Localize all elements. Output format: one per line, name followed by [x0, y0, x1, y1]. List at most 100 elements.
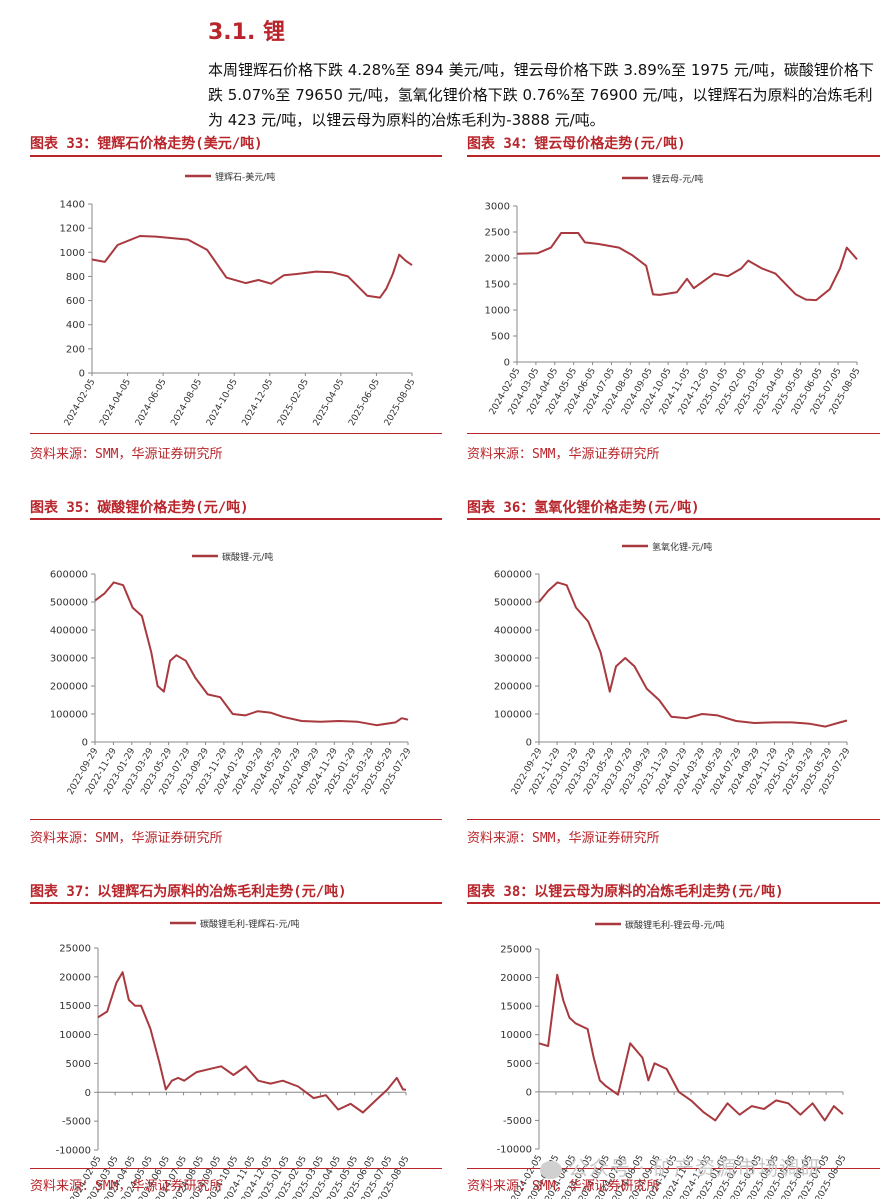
lithium-hydroxide-chart: 氢氧化锂-元/吨 0 100000 200000 300000 400000 500000 6…: [467, 524, 880, 814]
figure-title: 图表 36：氢氧化锂价格走势(元/吨): [467, 500, 700, 516]
y-tick-label: 20000: [500, 973, 532, 984]
source-rule: [467, 433, 880, 434]
x-tick-label: 2024-08-05: [169, 378, 204, 428]
y-tick-label: 100000: [50, 710, 88, 721]
legend-label: 碳酸锂毛利-锂云母-元/吨: [625, 919, 725, 931]
legend-label: 氢氧化锂-元/吨: [652, 541, 712, 553]
x-tick-label: 2024-12-05: [241, 378, 276, 428]
y-tick-label: 300000: [494, 654, 532, 665]
chart-svg: 碳酸锂-元/吨 0 100000 200000 300000 400000 500000 60…: [50, 551, 414, 797]
y-tick-label: 1000: [60, 248, 85, 259]
source-rule: [30, 1168, 442, 1169]
title-rule: [30, 518, 442, 520]
figure-title: 图表 35：碳酸锂价格走势(元/吨): [30, 500, 249, 516]
lepidolite-margin-chart: 碳酸锂毛利-锂云母-元/吨 -10000 -5000 0 5000 10000 15000 2…: [467, 907, 880, 1199]
x-tick-label: 2025-02-05: [276, 378, 311, 428]
chart-svg: 锂辉石-美元/吨 0 200 400 600 800 1000 1200 1400 2024-02…: [60, 171, 418, 428]
y-tick-label: 2000: [485, 254, 510, 265]
y-tick-label: 400: [66, 320, 85, 331]
figure-title: 图表 38：以锂云母为原料的冶炼毛利走势(元/吨): [467, 884, 784, 900]
y-tick-label: 5000: [66, 1059, 91, 1070]
y-tick-label: 0: [82, 738, 88, 749]
y-tick-label: 0: [526, 738, 532, 749]
title-rule: [467, 518, 880, 520]
y-tick-label: -5000: [503, 1116, 532, 1127]
legend-label: 锂辉石-美元/吨: [215, 171, 275, 183]
y-tick-label: 2500: [485, 228, 510, 239]
section-name: 锂: [263, 20, 286, 45]
y-tick-label: 15000: [59, 1001, 91, 1012]
y-tick-label: 0: [85, 1088, 91, 1099]
y-tick-label: -10000: [497, 1145, 532, 1156]
y-tick-label: 300000: [50, 654, 88, 665]
figure-title: 图表 37：以锂辉石为原料的冶炼毛利走势(元/吨): [30, 884, 347, 900]
x-tick-label: 2024-10-05: [205, 378, 240, 428]
y-tick-label: 25000: [500, 945, 532, 956]
source-rule: [30, 819, 442, 820]
chart-svg: 锂云母-元/吨0500100015002000250030002024-02-0…: [485, 173, 863, 417]
y-tick-label: 3000: [485, 202, 510, 213]
series-line: [538, 581, 848, 728]
watermark: 公众号 · 矿产资源市场调研: [540, 1152, 821, 1181]
y-tick-label: 500000: [494, 598, 532, 609]
title-rule: [30, 155, 442, 157]
y-tick-label: 0: [504, 358, 510, 369]
intro-paragraph: 本周锂辉石价格下跌 4.28%至 894 美元/吨，锂云母价格下跌 3.89%至…: [208, 61, 874, 129]
source-note: 资料来源：SMM，华源证券研究所: [467, 831, 660, 846]
x-tick-label: 2025-06-05: [347, 378, 382, 428]
y-tick-label: 200000: [494, 682, 532, 693]
y-tick-label: 500000: [50, 598, 88, 609]
y-tick-label: -5000: [62, 1117, 91, 1128]
y-tick-label: 0: [526, 1087, 532, 1098]
y-tick-label: 10000: [59, 1030, 91, 1041]
title-rule: [30, 902, 442, 904]
y-tick-label: -10000: [56, 1146, 91, 1157]
y-tick-label: 200000: [50, 682, 88, 693]
y-tick-label: 500: [491, 332, 510, 343]
lithium-spodumene-chart: 锂辉石-美元/吨 0 200 400 600 800 1000 1200 1400 2024-02…: [30, 160, 442, 430]
y-tick-label: 10000: [500, 1030, 532, 1041]
y-tick-label: 1000: [485, 306, 510, 317]
source-note: 资料来源：SMM，华源证券研究所: [30, 831, 223, 846]
title-rule: [467, 902, 880, 904]
y-tick-label: 600000: [494, 570, 532, 581]
series-line: [91, 235, 413, 299]
y-tick-label: 20000: [59, 972, 91, 983]
lithium-carbonate-chart: 碳酸锂-元/吨 0 100000 200000 300000 400000 500000 60…: [30, 524, 442, 814]
chart-svg: 碳酸锂毛利-锂云母-元/吨 -10000 -5000 0 5000 10000 15000 2…: [497, 919, 849, 1199]
series-line: [538, 973, 844, 1122]
y-tick-label: 1400: [60, 200, 85, 211]
y-tick-label: 800: [66, 272, 85, 283]
x-tick-label: 2024-06-05: [134, 378, 169, 428]
legend-label: 锂云母-元/吨: [652, 173, 703, 185]
y-tick-label: 400000: [50, 626, 88, 637]
figure-title: 图表 34：锂云母价格走势(元/吨): [467, 136, 686, 152]
section-number: 3.1.: [208, 20, 256, 45]
series-line: [94, 581, 409, 727]
x-tick-label: 2024-04-05: [98, 378, 133, 428]
y-tick-label: 100000: [494, 710, 532, 721]
chart-svg: 碳酸锂毛利-锂辉石-元/吨 -10000 -5000 0 5000 10000 15000 2…: [56, 918, 412, 1199]
spodumene-margin-chart: 碳酸锂毛利-锂辉石-元/吨 -10000 -5000 0 5000 10000 15000 2…: [30, 907, 442, 1199]
title-rule: [467, 155, 880, 157]
y-tick-label: 600000: [50, 570, 88, 581]
source-rule: [467, 819, 880, 820]
figure-title: 图表 33：锂辉石价格走势(美元/吨): [30, 136, 263, 152]
y-tick-label: 200: [66, 344, 85, 355]
section-title: 3.1. 锂: [208, 14, 285, 46]
y-tick-label: 600: [66, 296, 85, 307]
y-tick-label: 1500: [485, 280, 510, 291]
source-note: 资料来源：SMM，华源证券研究所: [467, 1179, 660, 1194]
y-tick-label: 5000: [507, 1059, 532, 1070]
series-line: [97, 971, 407, 1114]
wechat-icon: [540, 1160, 562, 1179]
y-tick-label: 0: [79, 369, 85, 380]
legend-label: 碳酸锂-元/吨: [222, 551, 273, 563]
y-tick-label: 15000: [500, 1002, 532, 1013]
x-tick-label: 2025-04-05: [312, 378, 347, 428]
source-rule: [30, 433, 442, 434]
source-note: 资料来源：SMM，华源证券研究所: [467, 447, 660, 462]
y-tick-label: 1200: [60, 224, 85, 235]
chart-svg: 氢氧化锂-元/吨 0 100000 200000 300000 400000 500000 6…: [494, 541, 853, 797]
x-tick-label: 2025-08-05: [383, 378, 418, 428]
